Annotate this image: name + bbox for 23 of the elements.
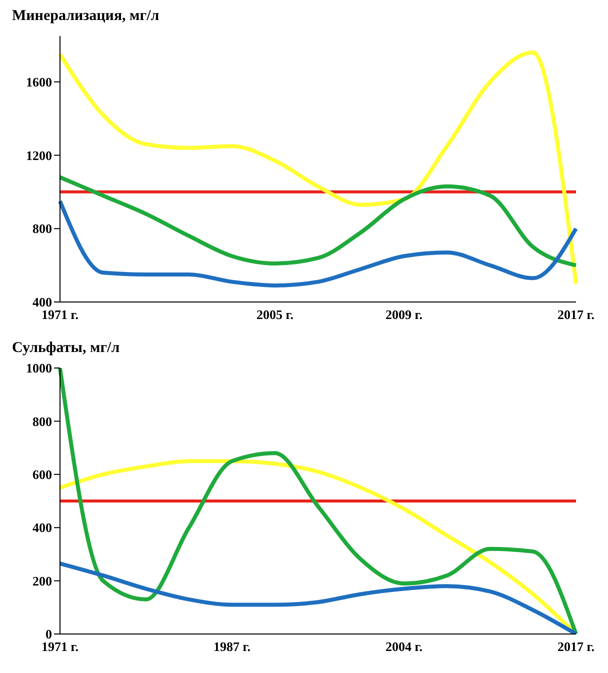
y-tick-label: 1000 (26, 360, 52, 376)
line-series (58, 199, 578, 288)
x-tick-label: 2009 г. (386, 307, 422, 322)
chart-title: Сульфаты, мг/л (12, 340, 121, 358)
y-tick-label: 600 (32, 467, 52, 482)
y-tick-label: 400 (32, 294, 52, 310)
line-series (58, 175, 578, 268)
chart-title: Минерализация, мг/л (12, 8, 160, 26)
y-tick-label: 1600 (26, 74, 52, 90)
y-tick-label: 1200 (26, 148, 52, 163)
x-tick-label: 2005 г. (256, 307, 294, 322)
x-tick-label: 2017 г. (558, 307, 594, 322)
x-tick-label: 2004 г. (386, 639, 422, 654)
y-tick-label: 800 (32, 221, 52, 236)
x-tick-label: 2017 г. (558, 639, 594, 654)
x-tick-label: 1971 г. (42, 639, 78, 654)
y-tick-label: 0 (46, 626, 52, 642)
y-tick-label: 200 (32, 573, 52, 588)
x-tick-label: 1987 г. (214, 639, 250, 654)
y-tick-label: 800 (32, 414, 52, 429)
y-tick-label: 400 (32, 520, 52, 536)
line-series (58, 50, 578, 286)
x-tick-label: 1971 г. (42, 307, 78, 322)
